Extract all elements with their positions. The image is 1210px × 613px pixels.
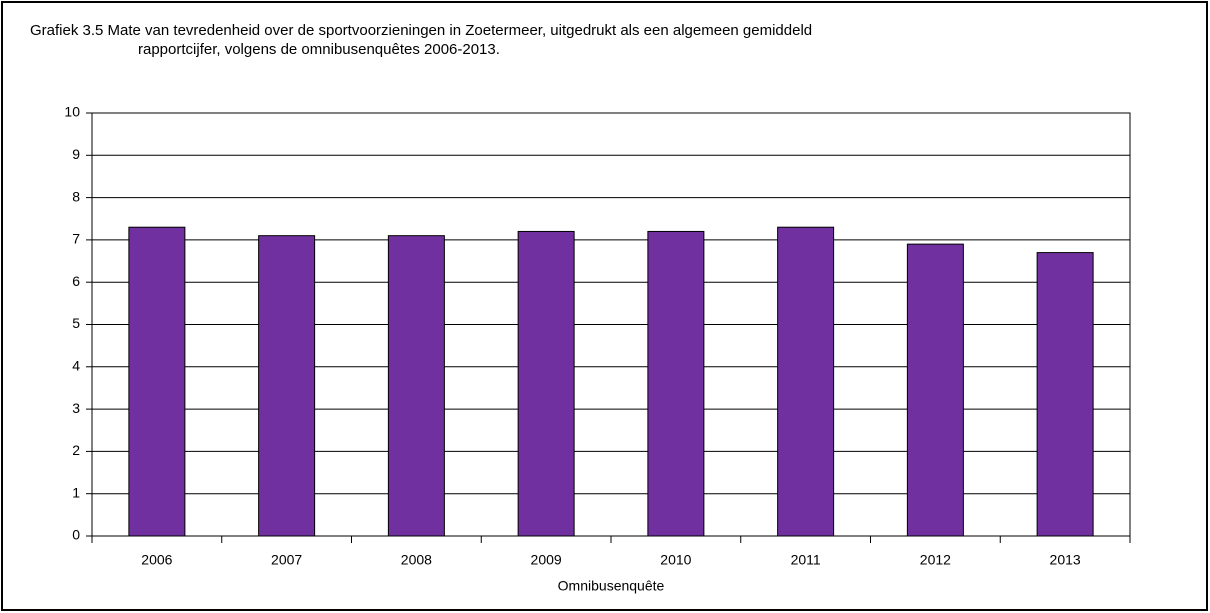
y-tick-label: 8	[72, 188, 80, 204]
y-tick-label: 2	[72, 442, 80, 458]
y-tick-label: 10	[64, 104, 80, 120]
x-tick-label: 2009	[531, 552, 562, 568]
bar	[906, 243, 964, 537]
x-tick-label: 2006	[141, 552, 172, 568]
bar	[647, 230, 705, 537]
x-tick-label: 2011	[791, 552, 821, 568]
bar	[1036, 252, 1094, 537]
x-tick-label: 2010	[660, 552, 691, 568]
x-tick-label: 2008	[401, 552, 432, 568]
x-tick-label: 2012	[920, 552, 951, 568]
y-tick-label: 7	[72, 231, 80, 247]
y-tick-label: 6	[72, 273, 80, 289]
x-tick-label: 2007	[271, 552, 302, 568]
y-tick-label: 9	[72, 146, 80, 162]
chart-title: Grafiek 3.5 Mate van tevredenheid over d…	[30, 22, 812, 39]
y-tick-label: 3	[72, 400, 80, 416]
bar	[777, 226, 835, 537]
chart-title: rapportcijfer, volgens de omnibusenquête…	[138, 41, 500, 58]
y-tick-label: 0	[72, 527, 80, 543]
x-tick-label: 2013	[1050, 552, 1081, 568]
x-axis-title: Omnibusenquête	[558, 578, 665, 594]
bar	[387, 235, 445, 537]
y-tick-label: 4	[72, 358, 80, 374]
bar	[128, 226, 186, 537]
y-tick-label: 5	[72, 315, 80, 331]
bar	[258, 235, 316, 537]
bar	[517, 230, 575, 537]
y-tick-label: 1	[72, 484, 80, 500]
